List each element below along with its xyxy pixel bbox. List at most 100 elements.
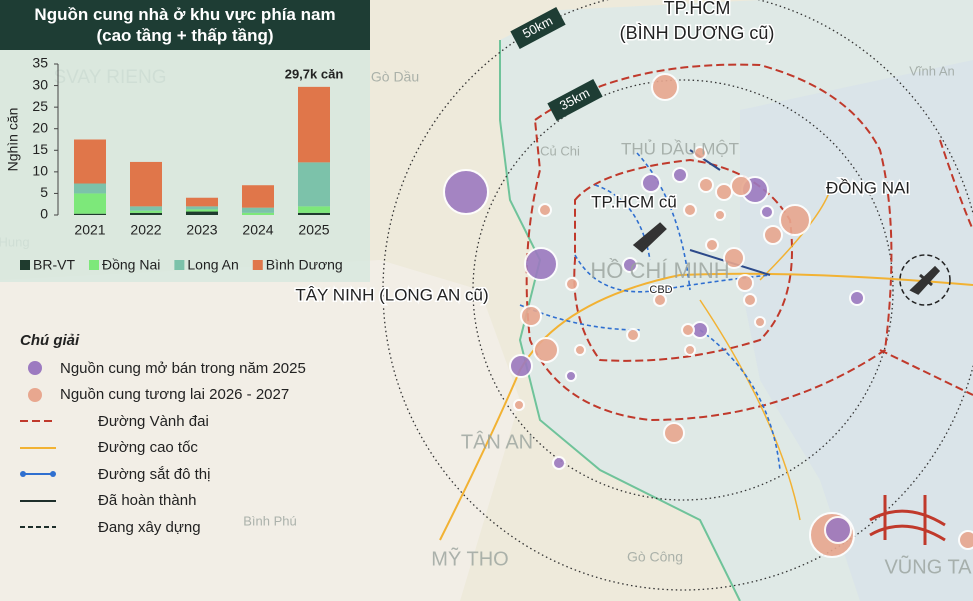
- bridge: [869, 495, 946, 545]
- y-tick-label: 25: [32, 98, 48, 114]
- supply-bubble: [715, 183, 733, 201]
- chart-title: Nguồn cung nhà ở khu vực phía nam: [34, 5, 336, 24]
- supply-bubble: [672, 167, 688, 183]
- x-tick-label: 2022: [130, 222, 161, 238]
- province-border: [499, 40, 741, 601]
- supply-bubble: [736, 274, 754, 292]
- chart-header: Nguồn cung nhà ở khu vực phía nam (cao t…: [0, 0, 370, 50]
- bar-segment: [298, 212, 330, 215]
- x-tick-label: 2021: [74, 222, 105, 238]
- chart-panel: Nguồn cung nhà ở khu vực phía nam (cao t…: [0, 0, 370, 282]
- background-label: VŨNG TA: [884, 554, 972, 578]
- bar-segment: [298, 162, 330, 207]
- supply-bubble: [684, 344, 696, 356]
- background-label: MỸ THO: [431, 546, 508, 570]
- legend-text: Nguồn cung tương lai 2026 - 2027: [60, 386, 290, 404]
- supply-bubble: [509, 354, 533, 378]
- supply-bubble: [760, 205, 774, 219]
- legend-symbol: [28, 387, 42, 402]
- background-label: Gò Dầu: [371, 69, 419, 85]
- supply-bubble: [663, 422, 685, 444]
- bar-segment: [74, 213, 106, 215]
- y-tick-label: 20: [32, 119, 48, 135]
- annotation: 29,7k căn: [285, 66, 344, 81]
- legend-row: Đường cao tốc: [20, 435, 306, 462]
- supply-bubble: [779, 204, 811, 236]
- bar-segment: [130, 206, 162, 211]
- x-tick-label: 2023: [186, 222, 217, 238]
- bar-segment: [242, 212, 274, 215]
- legend-label: Long An: [187, 257, 238, 273]
- supply-bubble: [622, 257, 638, 273]
- background-label: Bình Phú: [243, 513, 297, 528]
- ring-road-3: [525, 63, 893, 422]
- y-tick-label: 35: [32, 55, 48, 71]
- legend-row: Đường Vành đai: [20, 408, 306, 435]
- background-label: Vĩnh An: [909, 63, 955, 78]
- bar-segment: [130, 212, 162, 215]
- expressway: [439, 272, 973, 541]
- bar-segment: [298, 86, 330, 163]
- supply-bubble: [824, 516, 852, 544]
- legend: Chú giải Nguồn cung mở bán trong năm 202…: [20, 332, 306, 541]
- bar-segment: [130, 210, 162, 213]
- supply-bubble: [574, 344, 586, 356]
- supply-bubble: [538, 203, 552, 217]
- legend-label: BR-VT: [33, 257, 75, 273]
- legend-text: Đường sắt đô thị: [98, 465, 211, 483]
- ring-road-4: [879, 139, 973, 396]
- place-label: ĐỒNG NAI: [826, 178, 910, 197]
- supply-bubble: [681, 323, 695, 337]
- place-label: CBD: [649, 284, 672, 296]
- legend-symbol: [28, 361, 42, 376]
- legend-text: Nguồn cung mở bán trong năm 2025: [60, 359, 306, 377]
- bar-segment: [74, 183, 106, 194]
- legend-text: Đường Vành đai: [98, 412, 209, 430]
- supply-bubble: [693, 146, 707, 160]
- legend-row: Đường sắt đô thị: [20, 461, 306, 488]
- legend-text: Đang xây dựng: [98, 518, 201, 536]
- dongnai-region: [740, 60, 973, 601]
- legend-swatch: [89, 260, 99, 270]
- supply-bubble: [513, 399, 525, 411]
- y-tick-label: 5: [40, 184, 48, 200]
- y-tick-label: 0: [40, 206, 48, 222]
- supply-bubble: [714, 209, 726, 221]
- supply-bubble: [552, 456, 566, 470]
- bar-segment: [186, 211, 218, 215]
- y-tick-label: 15: [32, 141, 48, 157]
- metro-line: [519, 152, 781, 471]
- supply-bubble: [651, 73, 679, 101]
- legend-items: Nguồn cung mở bán trong năm 2025 Nguồn cu…: [20, 355, 306, 541]
- place-label: TÂY NINH (LONG AN cũ): [295, 285, 488, 304]
- bar-segment: [186, 206, 218, 210]
- legend-text: Đường cao tốc: [98, 439, 198, 457]
- chart-subtitle: (cao tầng + thấp tầng): [96, 26, 274, 45]
- supply-bubble: [705, 238, 719, 252]
- bar-segment: [242, 185, 274, 208]
- legend-symbol: [20, 499, 56, 502]
- airport-old: [632, 222, 667, 253]
- supply-bubble: [565, 277, 579, 291]
- legend-row: Nguồn cung mở bán trong năm 2025: [20, 355, 306, 382]
- supply-bubble: [754, 316, 766, 328]
- background-label: TÂN AN: [461, 430, 533, 453]
- place-label: TP.HCM cũ: [591, 192, 677, 211]
- bar-segment: [298, 206, 330, 213]
- legend-row: Nguồn cung tương lai 2026 - 2027: [20, 382, 306, 409]
- legend-row: Đang xây dựng: [20, 514, 306, 541]
- supply-bubble: [743, 293, 757, 307]
- legend-symbol: [20, 471, 56, 478]
- supply-bubble: [626, 328, 640, 342]
- supply-bubble: [641, 173, 661, 193]
- place-label: (BÌNH DƯƠNG cũ): [620, 23, 775, 43]
- y-axis-label: Nghìn căn: [5, 108, 21, 172]
- background-label: Củ Chi: [540, 143, 580, 158]
- ring-road-2: [573, 158, 793, 362]
- supply-bubble: [683, 203, 697, 217]
- place-label: TP.HCM: [664, 0, 731, 18]
- ring-35km: [472, 79, 894, 501]
- legend-symbol: [20, 526, 56, 529]
